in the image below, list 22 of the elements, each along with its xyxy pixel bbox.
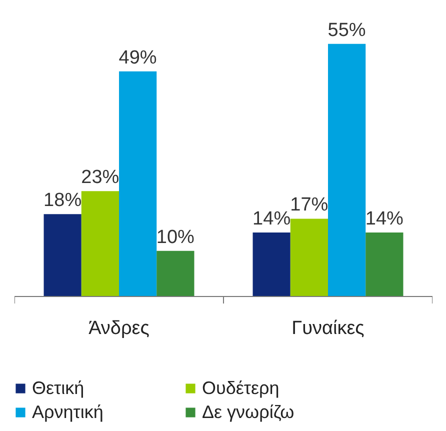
legend-label: Θετική xyxy=(32,377,86,399)
data-label: 10% xyxy=(156,226,195,248)
data-label: 23% xyxy=(81,167,120,188)
data-label: 14% xyxy=(252,208,291,230)
data-label: 18% xyxy=(44,190,82,212)
bar xyxy=(366,232,404,297)
x-tick-label: Γυναίκες xyxy=(292,318,364,339)
bar xyxy=(328,44,366,297)
bar xyxy=(252,232,290,297)
data-label: 14% xyxy=(365,208,404,230)
bar xyxy=(119,71,157,297)
bar xyxy=(81,191,119,297)
bar xyxy=(290,218,328,297)
data-label: 17% xyxy=(290,194,328,216)
legend-label: Ουδέτερη xyxy=(202,377,280,399)
x-tick-label: Άνδρες xyxy=(88,318,150,339)
bar xyxy=(156,250,194,297)
data-label: 55% xyxy=(328,20,366,41)
bar xyxy=(44,214,82,297)
legend-label: Δε γνωρίζω xyxy=(202,401,296,423)
data-label: 49% xyxy=(118,47,157,68)
legend-label: Αρνητική xyxy=(32,401,104,423)
